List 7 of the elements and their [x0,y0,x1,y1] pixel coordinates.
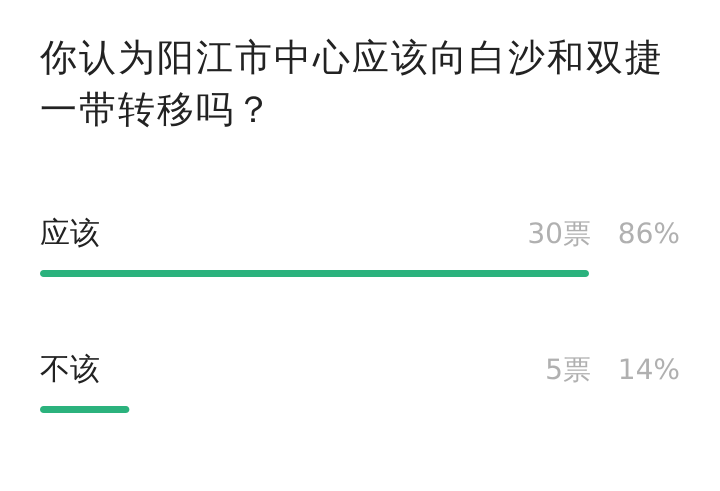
annotation: 30票 [527,217,591,250]
y-tick-label: 应该 [40,216,100,251]
annotation: 5票 [545,353,591,386]
data-label: 14% [618,353,680,386]
y-tick-label: 不该 [40,352,100,387]
data-label: 86% [618,217,680,250]
chart-title: 你认为阳江市中心应该向白沙和双捷一带转移吗？ [40,35,665,133]
